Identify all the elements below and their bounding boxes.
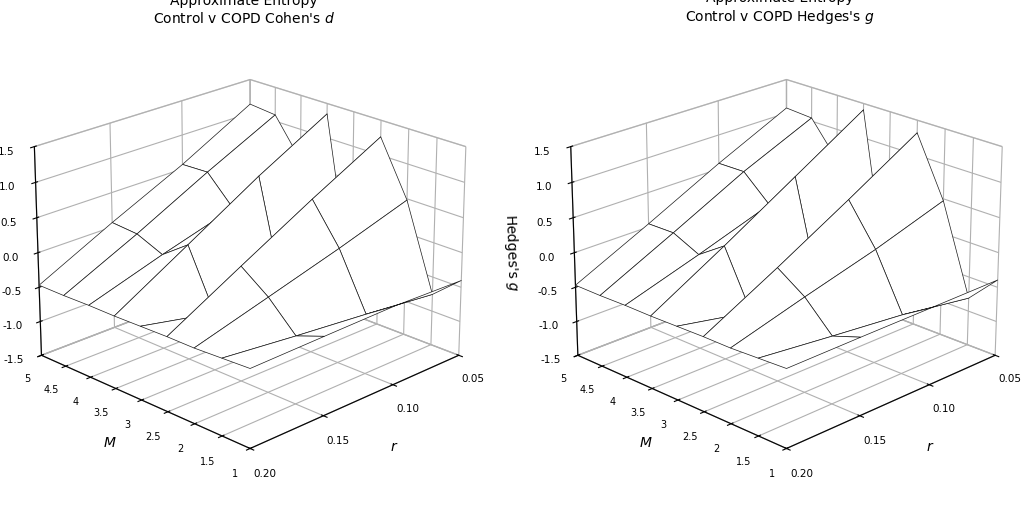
X-axis label: r: r xyxy=(390,440,396,454)
Title: Approximate Entropy
Control v COPD Hedges's $g$: Approximate Entropy Control v COPD Hedge… xyxy=(685,0,874,26)
X-axis label: r: r xyxy=(927,440,933,454)
Title: Approximate Entropy
Control v COPD Cohen's $d$: Approximate Entropy Control v COPD Cohen… xyxy=(153,0,335,26)
Y-axis label: M: M xyxy=(640,436,652,451)
Y-axis label: M: M xyxy=(103,436,116,451)
